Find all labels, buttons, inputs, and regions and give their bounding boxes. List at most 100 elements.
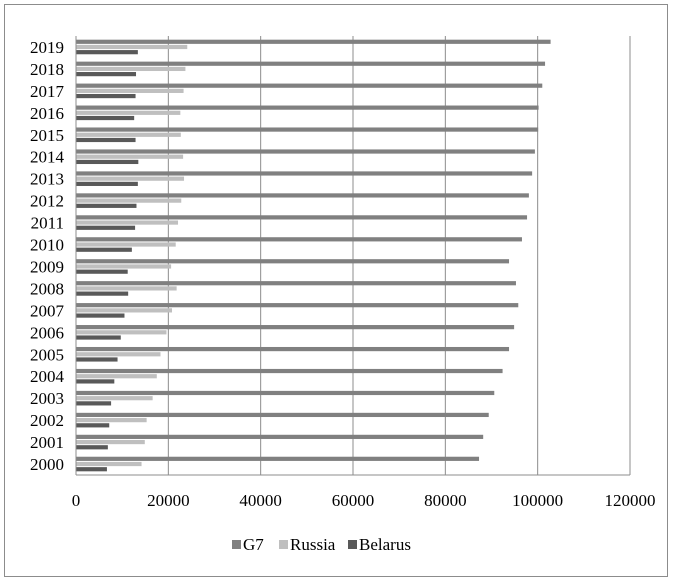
bar-russia-2000	[76, 461, 142, 467]
bar-russia-2012	[76, 198, 182, 203]
bar-russia-2001	[76, 439, 145, 445]
bar-g7-2007	[76, 303, 519, 308]
y-tick-label-2015: 2015	[30, 126, 64, 145]
y-tick-label-2005: 2005	[30, 345, 64, 364]
y-tick-label-2001: 2001	[30, 433, 64, 452]
y-tick-label-2018: 2018	[30, 60, 64, 79]
x-axis-labels: 0 20000 40000 60000 80000 100000 120000	[72, 491, 656, 510]
bar-russia-2017	[76, 88, 184, 93]
bar-russia-2019	[76, 44, 188, 50]
y-tick-label-2012: 2012	[30, 192, 64, 211]
bar-g7-2016	[76, 105, 539, 110]
bar-russia-2016	[76, 110, 181, 115]
bar-g7-2012	[76, 193, 529, 198]
bar-russia-2009	[76, 264, 172, 269]
x-tick-label-0: 0	[72, 491, 81, 510]
bar-belarus-2009	[76, 269, 128, 274]
bar-g7-2017	[76, 83, 543, 88]
y-tick-label-2006: 2006	[30, 323, 64, 342]
bar-g7-2000	[76, 456, 480, 461]
bar-belarus-2016	[76, 115, 135, 121]
bar-russia-2014	[76, 154, 184, 159]
bar-russia-2004	[76, 374, 157, 379]
legend-swatch-g7	[232, 540, 241, 549]
y-tick-label-2009: 2009	[30, 257, 64, 276]
x-tick-label-100000: 100000	[512, 491, 563, 510]
bar-russia-2013	[76, 176, 185, 181]
axes	[75, 36, 630, 476]
bar-belarus-2004	[76, 379, 115, 384]
y-axis-labels: 2000 2001 2002 2003 2004 2005 2006 2007 2008 2009…	[30, 38, 65, 474]
y-tick-label-2008: 2008	[30, 279, 64, 298]
bar-g7-2003	[76, 390, 495, 396]
bar-belarus-2014	[76, 159, 139, 165]
bar-belarus-2000	[76, 467, 107, 472]
y-tick-label-2019: 2019	[30, 38, 64, 57]
bar-russia-2008	[76, 286, 177, 291]
bar-g7-2014	[76, 149, 535, 154]
bar-belarus-2008	[76, 291, 129, 296]
x-tick-label-60000: 60000	[332, 491, 375, 510]
y-tick-label-2010: 2010	[30, 236, 64, 255]
bar-russia-2011	[76, 220, 179, 225]
bar-belarus-2010	[76, 247, 132, 252]
bar-russia-2007	[76, 308, 173, 313]
bar-g7-2010	[76, 237, 522, 242]
x-tick-label-20000: 20000	[147, 491, 190, 510]
bar-g7-2001	[76, 434, 484, 439]
bar-russia-2002	[76, 418, 147, 423]
x-tick-label-80000: 80000	[424, 491, 467, 510]
bar-belarus-2001	[76, 445, 108, 450]
y-tick-label-2007: 2007	[30, 301, 65, 320]
bar-belarus-2005	[76, 357, 118, 362]
y-tick-label-2017: 2017	[30, 82, 65, 101]
bar-russia-2003	[76, 396, 153, 401]
bar-g7-2008	[76, 281, 516, 286]
legend: G7 Russia Belarus	[232, 535, 411, 554]
y-tick-label-2014: 2014	[30, 148, 65, 167]
bar-belarus-2007	[76, 313, 125, 318]
bar-g7-2018	[76, 61, 546, 66]
y-tick-label-2011: 2011	[31, 214, 64, 233]
bar-belarus-2011	[76, 225, 136, 230]
y-tick-label-2000: 2000	[30, 455, 64, 474]
bar-g7-2019	[76, 39, 551, 44]
bar-belarus-2013	[76, 181, 138, 186]
gridlines	[167, 36, 631, 475]
bar-belarus-2006	[76, 335, 121, 340]
bar-belarus-2002	[76, 423, 110, 428]
bar-g7-2009	[76, 259, 510, 264]
bar-belarus-2017	[76, 93, 136, 99]
bar-russia-2006	[76, 330, 167, 335]
bar-g7-2005	[76, 346, 510, 352]
bar-belarus-2012	[76, 203, 137, 208]
bar-russia-2010	[76, 242, 176, 247]
legend-label-g7: G7	[243, 535, 264, 554]
bar-belarus-2003	[76, 401, 112, 406]
bar-g7-2013	[76, 171, 533, 176]
bar-g7-2015	[76, 127, 539, 132]
x-tick-label-40000: 40000	[239, 491, 282, 510]
legend-label-belarus: Belarus	[359, 535, 411, 554]
legend-swatch-belarus	[348, 540, 357, 549]
bar-g7-2011	[76, 215, 528, 220]
legend-label-russia: Russia	[290, 535, 336, 554]
bar-russia-2018	[76, 66, 186, 72]
bar-g7-2006	[76, 325, 515, 330]
bar-belarus-2018	[76, 72, 137, 77]
y-tick-label-2003: 2003	[30, 389, 64, 408]
bar-belarus-2019	[76, 50, 138, 55]
bars	[76, 39, 551, 472]
legend-swatch-russia	[279, 540, 288, 549]
y-tick-label-2013: 2013	[30, 170, 64, 189]
y-tick-label-2016: 2016	[30, 104, 64, 123]
bar-russia-2005	[76, 352, 161, 357]
bar-russia-2015	[76, 132, 181, 137]
x-tick-label-120000: 120000	[605, 491, 656, 510]
y-tick-label-2004: 2004	[30, 367, 65, 386]
bar-belarus-2015	[76, 137, 136, 143]
bar-g7-2004	[76, 368, 503, 374]
bar-g7-2002	[76, 412, 489, 418]
y-tick-label-2002: 2002	[30, 411, 64, 430]
